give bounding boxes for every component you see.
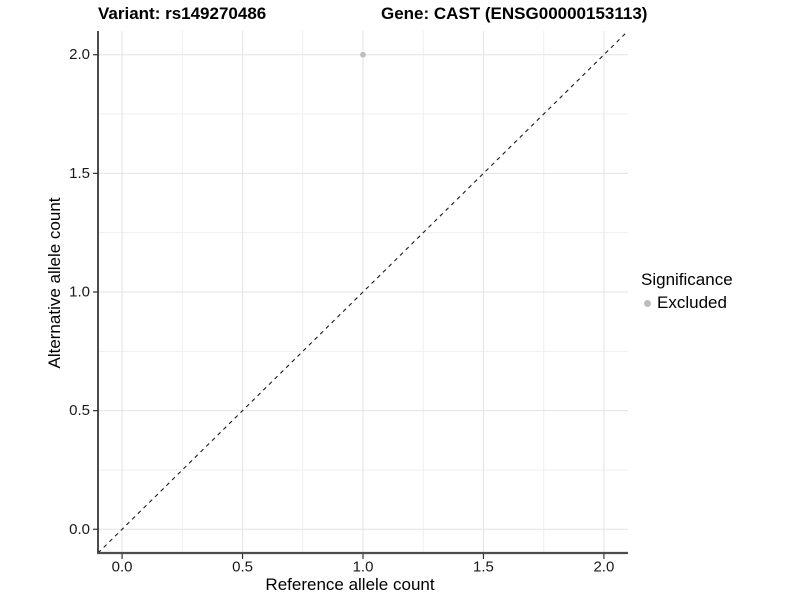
plot-title-gene: Gene: CAST (ENSG00000153113)	[381, 4, 648, 23]
x-tick-label: 2.0	[593, 559, 614, 576]
y-tick-label: 0.5	[69, 402, 90, 419]
legend-item-excluded: Excluded	[641, 293, 733, 313]
identity-line	[97, 30, 629, 554]
legend-item-label: Excluded	[657, 293, 727, 312]
y-tick-label: 0.0	[69, 521, 90, 538]
y-tick-label: 1.0	[69, 284, 90, 301]
legend-title: Significance	[641, 270, 733, 289]
x-axis-title: Reference allele count	[265, 575, 435, 594]
excluded-point-icon	[644, 299, 651, 307]
y-tick-label: 1.5	[69, 165, 90, 182]
plot-title-variant: Variant: rs149270486	[98, 4, 267, 23]
x-tick-label: 1.5	[473, 559, 494, 576]
x-tick-label: 0.5	[232, 559, 253, 576]
y-tick-label: 2.0	[69, 46, 90, 63]
y-axis-title: Alternative allele count	[45, 197, 64, 369]
x-tick-label: 0.0	[112, 559, 133, 576]
legend: Significance Excluded	[641, 270, 733, 313]
x-tick-label: 1.0	[353, 559, 374, 576]
data-point	[360, 51, 366, 58]
